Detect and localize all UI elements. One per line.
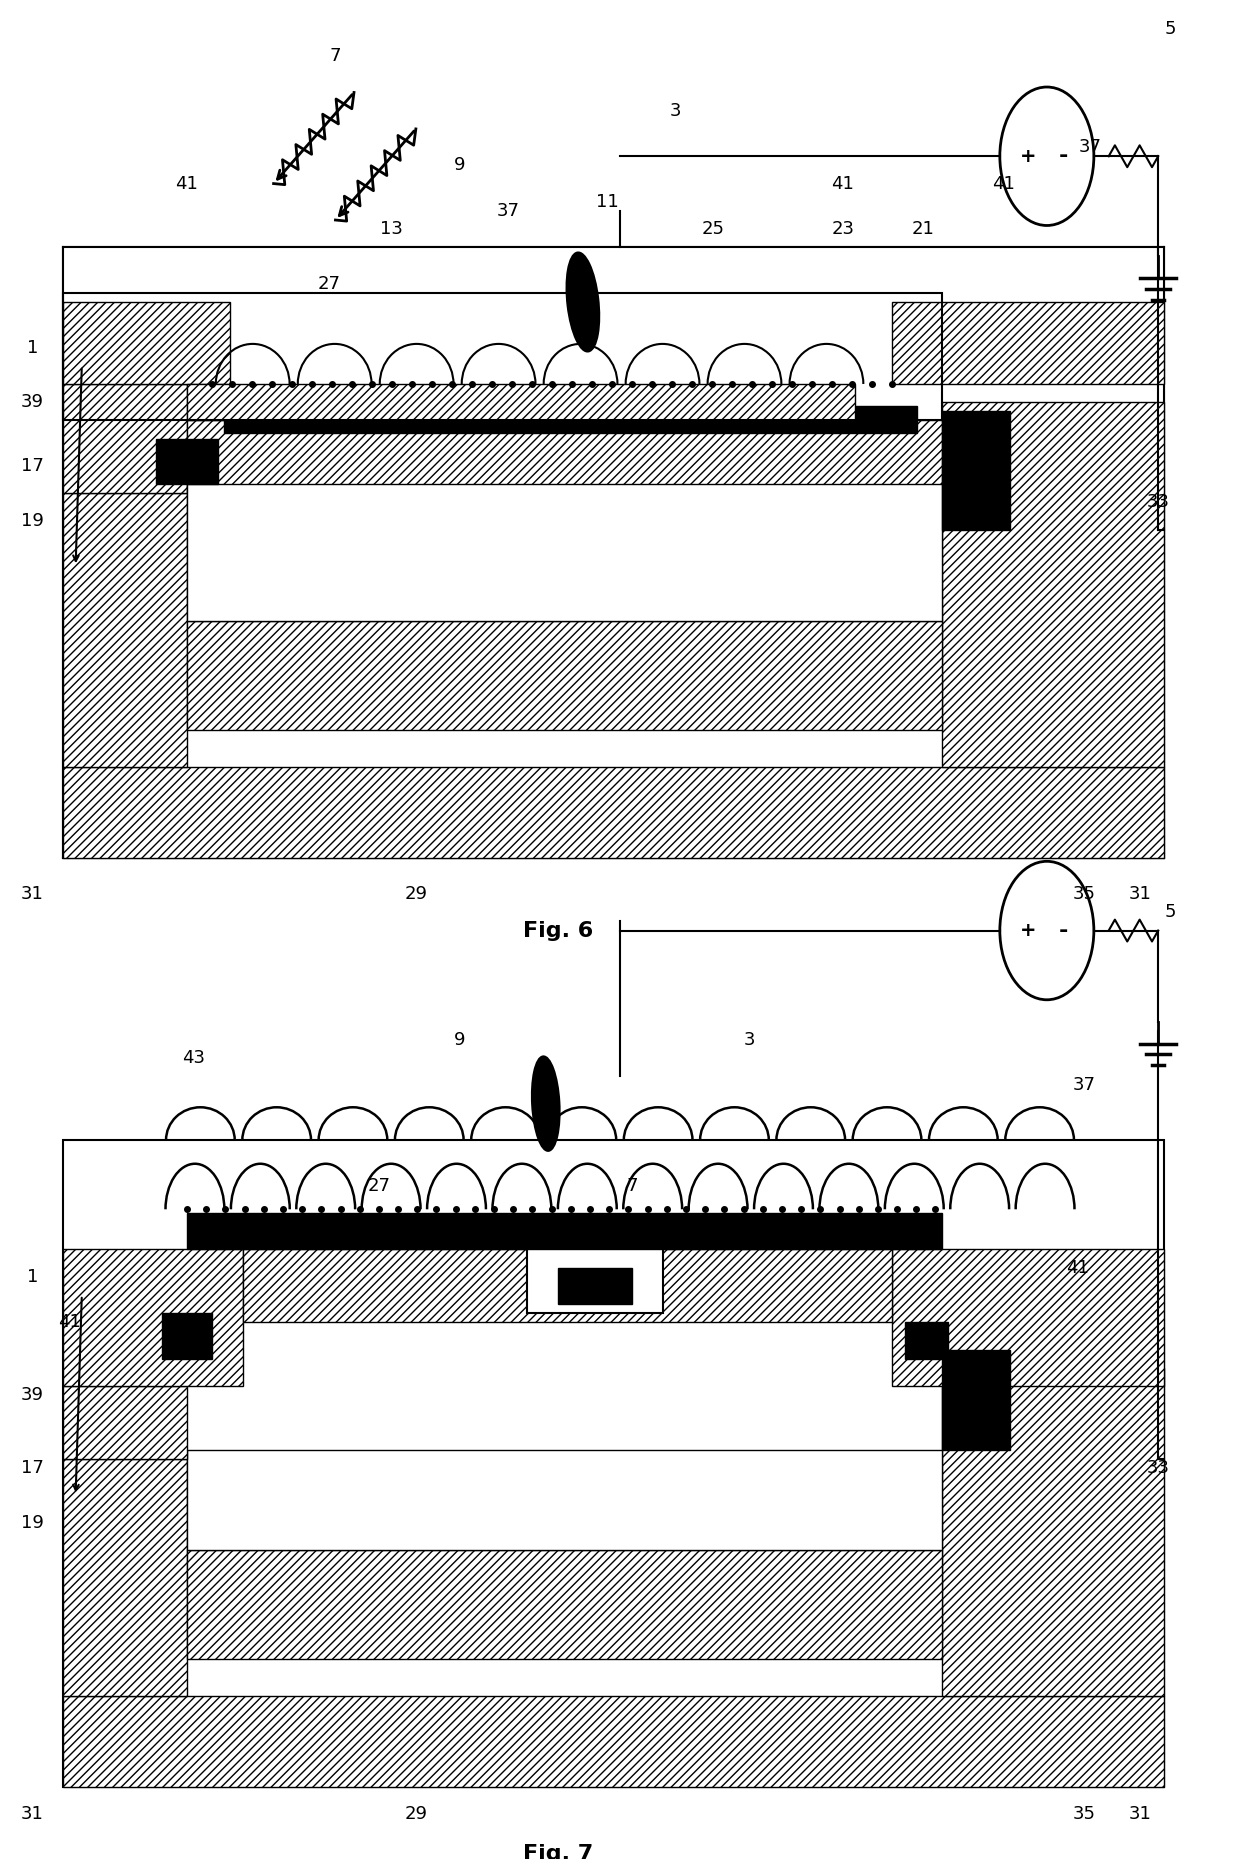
Text: 25: 25 xyxy=(702,219,724,238)
Text: 29: 29 xyxy=(404,885,428,903)
Text: +: + xyxy=(1019,147,1037,165)
Bar xyxy=(941,1368,1164,1695)
Bar xyxy=(63,247,1164,857)
Text: 17: 17 xyxy=(21,457,43,474)
Text: 1: 1 xyxy=(26,338,38,357)
Circle shape xyxy=(999,87,1094,225)
Bar xyxy=(941,1350,1009,1450)
Text: 9: 9 xyxy=(454,1032,465,1048)
Text: 21: 21 xyxy=(911,219,935,238)
Ellipse shape xyxy=(567,253,599,351)
Text: 13: 13 xyxy=(379,219,403,238)
Bar xyxy=(187,483,941,621)
Text: 37: 37 xyxy=(1073,1076,1095,1095)
Text: 41: 41 xyxy=(58,1312,81,1331)
Text: 31: 31 xyxy=(1128,885,1151,903)
Text: 11: 11 xyxy=(596,193,619,210)
Text: 35: 35 xyxy=(1073,885,1095,903)
Text: 5: 5 xyxy=(1164,20,1177,37)
Text: 19: 19 xyxy=(21,511,43,530)
Bar xyxy=(63,385,187,493)
Text: 31: 31 xyxy=(21,885,43,903)
Text: 5: 5 xyxy=(1164,903,1177,922)
Bar xyxy=(156,439,218,483)
Text: 7: 7 xyxy=(330,46,341,65)
Bar xyxy=(63,493,187,766)
Text: -: - xyxy=(1059,147,1068,165)
Text: 41: 41 xyxy=(831,175,854,193)
Text: 39: 39 xyxy=(21,394,43,411)
Text: 37: 37 xyxy=(1079,138,1101,156)
Bar xyxy=(63,1459,187,1695)
Text: 29: 29 xyxy=(404,1805,428,1824)
Text: 19: 19 xyxy=(21,1513,43,1532)
Bar xyxy=(187,1212,941,1249)
Text: 41: 41 xyxy=(176,175,198,193)
Bar xyxy=(63,301,231,385)
Text: 27: 27 xyxy=(317,275,341,292)
Text: 41: 41 xyxy=(1066,1259,1089,1277)
Text: 1: 1 xyxy=(26,1268,38,1286)
Text: 41: 41 xyxy=(992,175,1016,193)
Bar xyxy=(941,411,1009,530)
Text: 43: 43 xyxy=(181,1048,205,1067)
Bar xyxy=(893,301,1164,385)
Bar xyxy=(224,405,916,433)
Bar xyxy=(187,1450,941,1550)
Bar xyxy=(63,1249,243,1387)
Text: +: + xyxy=(1019,920,1037,941)
Text: 23: 23 xyxy=(831,219,854,238)
Text: 7: 7 xyxy=(626,1177,639,1195)
Bar xyxy=(527,1244,663,1312)
Bar xyxy=(243,1249,893,1322)
Text: 33: 33 xyxy=(1147,1459,1169,1478)
Text: 33: 33 xyxy=(1147,493,1169,511)
Text: 9: 9 xyxy=(454,156,465,175)
Text: 27: 27 xyxy=(367,1177,391,1195)
Bar xyxy=(63,1695,1164,1786)
Bar xyxy=(162,1312,212,1359)
Text: 31: 31 xyxy=(21,1805,43,1824)
Circle shape xyxy=(999,861,1094,1000)
Bar xyxy=(187,385,856,420)
Bar xyxy=(187,1550,941,1660)
Bar xyxy=(63,294,941,420)
Bar xyxy=(63,1387,187,1459)
Text: 37: 37 xyxy=(497,203,520,219)
Text: Fig. 7: Fig. 7 xyxy=(523,1844,593,1859)
Bar xyxy=(558,1268,632,1303)
Bar xyxy=(63,766,1164,857)
Bar xyxy=(941,402,1164,766)
Bar xyxy=(893,1249,1164,1387)
Bar xyxy=(187,420,941,493)
Bar xyxy=(63,1140,1164,1786)
Bar xyxy=(187,621,941,731)
Text: 17: 17 xyxy=(21,1459,43,1478)
Text: 31: 31 xyxy=(1128,1805,1151,1824)
Bar xyxy=(904,1322,947,1359)
Text: -: - xyxy=(1059,920,1068,941)
Text: 3: 3 xyxy=(670,102,682,119)
Text: 35: 35 xyxy=(1073,1805,1095,1824)
Text: Fig. 6: Fig. 6 xyxy=(523,920,593,941)
Text: 39: 39 xyxy=(21,1387,43,1404)
Ellipse shape xyxy=(532,1056,559,1151)
Text: 3: 3 xyxy=(744,1032,755,1048)
